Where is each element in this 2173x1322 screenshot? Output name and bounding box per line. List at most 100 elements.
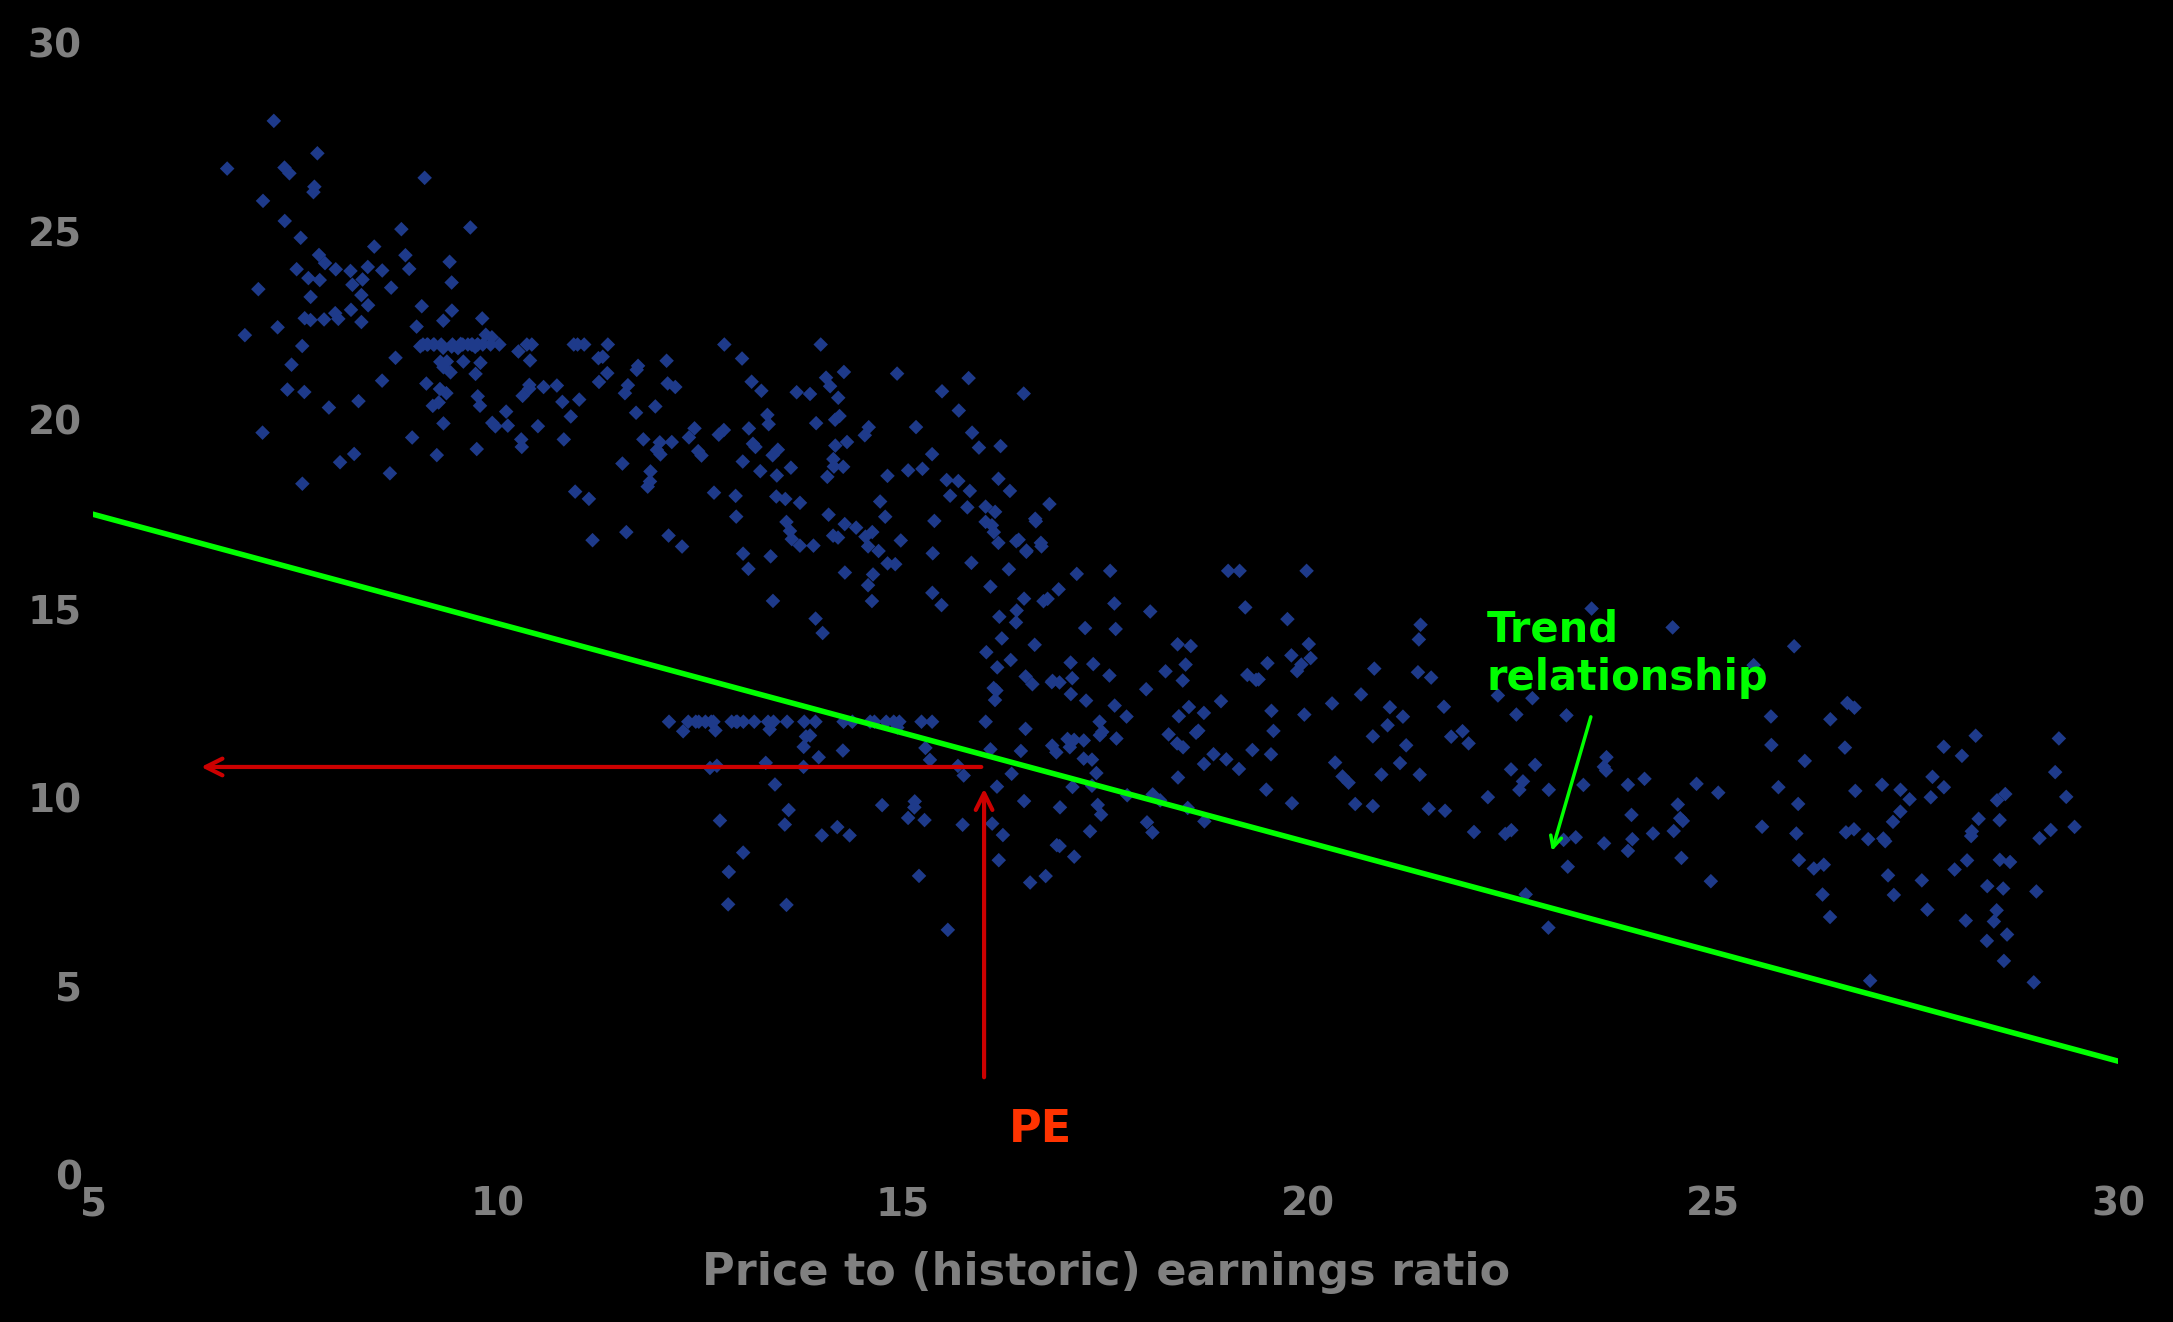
Point xyxy=(724,348,758,369)
Point xyxy=(834,711,869,732)
Point xyxy=(1986,878,2021,899)
Point xyxy=(469,324,504,345)
Point xyxy=(828,562,863,583)
Point xyxy=(513,378,548,399)
Point xyxy=(1558,826,1593,847)
Point xyxy=(926,381,960,402)
Point xyxy=(504,428,539,449)
Point xyxy=(1034,672,1069,693)
Point xyxy=(335,274,369,295)
Point xyxy=(865,795,900,816)
Point xyxy=(1069,690,1104,711)
Point xyxy=(558,481,593,502)
Point xyxy=(2038,761,2073,783)
Point xyxy=(1067,617,1102,639)
Point xyxy=(1195,744,1230,765)
Point xyxy=(658,377,693,398)
Point xyxy=(980,776,1015,797)
Point xyxy=(1060,563,1095,584)
Point xyxy=(1084,804,1119,825)
Point xyxy=(282,227,317,249)
Point xyxy=(1165,670,1199,691)
Point xyxy=(1008,718,1043,739)
Point xyxy=(311,397,346,418)
Point xyxy=(335,299,369,320)
Point xyxy=(435,300,469,321)
Point xyxy=(969,496,1004,517)
Point xyxy=(1701,783,1736,804)
Point xyxy=(995,763,1030,784)
Point xyxy=(771,800,806,821)
Point xyxy=(832,825,867,846)
Point xyxy=(2049,787,2084,808)
Point xyxy=(404,296,439,317)
Point xyxy=(1052,736,1086,758)
Point xyxy=(1489,824,1523,845)
Point xyxy=(452,217,487,238)
Point xyxy=(1927,776,1962,797)
Point xyxy=(1532,917,1567,939)
Point xyxy=(445,352,480,373)
Point xyxy=(415,334,450,356)
Point xyxy=(1382,752,1417,773)
Point xyxy=(1962,808,1997,829)
Point xyxy=(1515,687,1549,709)
Point xyxy=(1030,588,1065,609)
Point xyxy=(702,424,737,446)
Point xyxy=(693,758,728,779)
Point xyxy=(422,378,456,399)
Point xyxy=(817,448,852,469)
Point xyxy=(350,295,385,316)
Point xyxy=(406,334,441,356)
Point xyxy=(815,525,850,546)
Point xyxy=(1043,836,1078,857)
Point xyxy=(817,456,852,477)
Point xyxy=(780,382,815,403)
Point xyxy=(678,418,713,439)
Point xyxy=(1254,744,1289,765)
Point xyxy=(1054,668,1089,689)
Point xyxy=(680,440,715,461)
Point xyxy=(1615,804,1649,825)
Point xyxy=(963,438,997,459)
Point xyxy=(1097,619,1132,640)
Point xyxy=(474,327,508,348)
Point xyxy=(719,485,754,506)
Point xyxy=(1988,784,2023,805)
Point xyxy=(1339,793,1373,814)
Point xyxy=(1006,791,1041,812)
Point xyxy=(1152,724,1186,746)
Point xyxy=(945,814,980,836)
Point xyxy=(1610,775,1645,796)
Point xyxy=(797,711,832,732)
Point xyxy=(950,497,984,518)
Point xyxy=(309,253,343,274)
Point xyxy=(426,311,461,332)
Point xyxy=(526,377,561,398)
Point xyxy=(1904,870,1938,891)
Point xyxy=(343,284,378,305)
Point xyxy=(1254,701,1289,722)
Point xyxy=(1547,829,1582,850)
Point xyxy=(1588,747,1623,768)
Point xyxy=(461,334,495,356)
Point xyxy=(246,422,280,443)
Point xyxy=(821,387,856,408)
Point xyxy=(1508,884,1543,906)
Point xyxy=(821,527,856,549)
Point xyxy=(1134,822,1169,843)
Point xyxy=(1221,561,1256,582)
Point xyxy=(847,424,882,446)
Point xyxy=(285,473,319,494)
Point xyxy=(1402,629,1436,650)
Point xyxy=(1273,645,1308,666)
Point xyxy=(980,468,1015,489)
Point xyxy=(435,272,469,293)
Point xyxy=(1980,900,2014,921)
Point xyxy=(476,412,511,434)
Point xyxy=(1032,493,1067,514)
Point xyxy=(1736,654,1771,676)
Point xyxy=(826,456,861,477)
Point xyxy=(502,341,537,362)
Point xyxy=(1147,661,1182,682)
